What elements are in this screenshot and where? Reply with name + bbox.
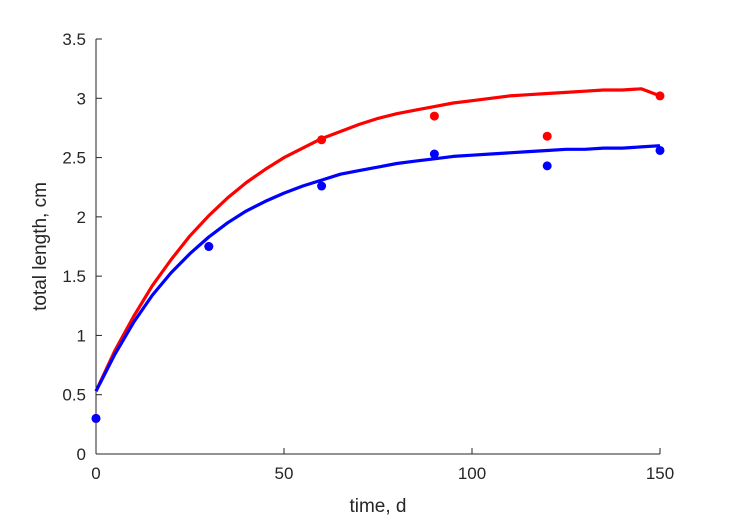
y-tick-label: 1 <box>77 326 86 345</box>
blue-data-point <box>317 181 327 191</box>
y-tick-label: 2 <box>77 208 86 227</box>
blue-data-point <box>655 145 665 155</box>
red-fit-line <box>94 87 661 392</box>
x-axis-title: time, d <box>349 496 406 517</box>
y-tick-label: 3.5 <box>62 30 86 49</box>
red-data-point <box>542 131 552 141</box>
x-tick-label: 100 <box>458 464 486 483</box>
x-tick-label: 50 <box>275 464 294 483</box>
y-tick-label: 0 <box>77 445 86 464</box>
red-data-point <box>317 135 327 145</box>
data-points <box>91 91 665 423</box>
y-tick-label: 1.5 <box>62 267 86 286</box>
fit-curves <box>94 87 661 392</box>
x-tick-label: 0 <box>91 464 100 483</box>
blue-data-point <box>91 413 101 423</box>
blue-data-point <box>542 161 552 171</box>
x-tick-label: 150 <box>646 464 674 483</box>
blue-data-point <box>429 149 439 159</box>
axes: 0 50 100 150 0 0.5 1 1.5 2 2.5 3 3.5 <box>62 30 674 483</box>
red-data-point <box>429 111 439 121</box>
blue-data-point <box>204 242 214 251</box>
red-data-point <box>655 91 665 101</box>
y-tick-label: 3 <box>77 89 86 108</box>
y-tick-label: 0.5 <box>62 386 86 405</box>
y-axis-title: total length, cm <box>30 182 51 311</box>
blue-fit-line <box>94 144 661 392</box>
y-tick-label: 2.5 <box>62 149 86 168</box>
